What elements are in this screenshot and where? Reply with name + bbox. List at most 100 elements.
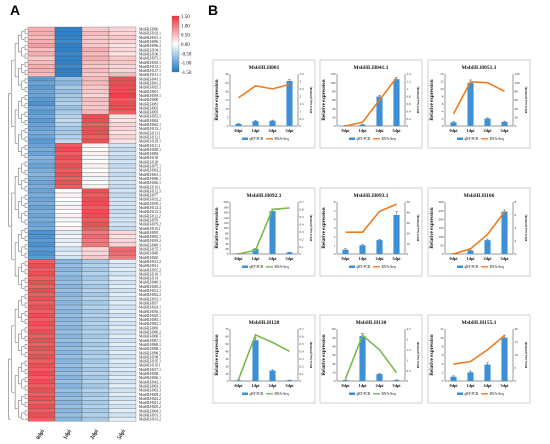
dendrogram-branch xyxy=(24,86,28,92)
heatmap-row-label: MsbHLH116.1 xyxy=(139,185,161,189)
x-tick-label: 1dpi xyxy=(252,256,261,261)
dendrogram-branch xyxy=(24,37,28,42)
dendrogram-branch xyxy=(21,147,25,156)
color-scale-tick: -0.50 xyxy=(181,52,192,57)
y2-tick-label: 0.7 xyxy=(300,327,305,331)
heatmap-row-label: MsbHLH096.2 xyxy=(139,44,161,48)
dendrogram-branch xyxy=(8,358,11,420)
chart-title: MsbHLH106 xyxy=(464,193,495,199)
bar xyxy=(484,240,491,254)
dendrogram-branch xyxy=(18,400,21,418)
x-tick-label: 2dpi xyxy=(484,128,493,133)
y2-axis-label: RNA-Seq (FPKM) xyxy=(524,215,528,242)
heatmap-row-label: MsbHLH092.1 xyxy=(139,235,161,239)
bar xyxy=(359,124,366,126)
heatmap-row-label: MsbHLH041.2 xyxy=(139,401,161,405)
y2-tick-label: 0 xyxy=(407,124,409,128)
bar xyxy=(235,123,242,126)
heatmap-row-label: MsbHLH052.1 xyxy=(139,115,161,119)
y2-tick-label: 20 xyxy=(515,327,519,331)
x-tick-label: 2dpi xyxy=(484,383,493,388)
heatmap-row-label: MsbHLH002.2 xyxy=(139,169,161,173)
y2-tick-label: 0.3 xyxy=(300,357,305,361)
dendrogram-branch xyxy=(11,192,15,260)
heatmap-row-label: MsbHLH042.2 xyxy=(139,397,161,401)
dendrogram-branch xyxy=(24,269,28,275)
y2-tick-label: 0 xyxy=(300,252,302,256)
dendrogram-branch xyxy=(21,329,25,339)
x-tick-label: 5dpi xyxy=(393,256,402,261)
heatmap-row-label: MsbHLH105.1 xyxy=(139,360,161,364)
dendrogram-branch xyxy=(24,344,28,349)
heatmap-row-label: MsbHLH101.1 xyxy=(139,414,161,418)
dendrogram-branch xyxy=(21,396,25,405)
heatmap-row-label: MsbHLH001 xyxy=(139,90,158,94)
bar xyxy=(450,122,457,126)
y2-tick-label: 0 xyxy=(515,379,517,383)
color-scale-tick: 1.00 xyxy=(181,24,190,29)
legend-qrt-swatch xyxy=(349,137,355,140)
bar xyxy=(342,380,349,381)
heatmap-row-label: MsbHLH002 xyxy=(139,106,158,110)
y-tick-label: 50 xyxy=(440,244,444,248)
heatmap-row-label: MsbHLH102.1 xyxy=(139,32,161,36)
rna-seq-line xyxy=(344,333,398,380)
heatmap-row-label: MsbHLH003 xyxy=(139,111,158,115)
heatmap-row-label: MsbHLH133.1 xyxy=(139,127,161,131)
heatmap-row-label: MsbHLH079.2 xyxy=(139,223,161,227)
dendrogram-branch xyxy=(24,277,28,283)
dendrogram-branch xyxy=(24,319,28,324)
panel-a-label: A xyxy=(10,2,21,18)
heatmap-row-label: MsbHLH118.1 xyxy=(139,364,161,368)
bar xyxy=(450,376,457,381)
bar xyxy=(286,252,293,254)
y-tick-label: 4 xyxy=(442,109,444,113)
bar xyxy=(342,249,349,254)
y-tick-label: 2 xyxy=(334,235,336,239)
y2-tick-label: 0 xyxy=(300,124,302,128)
dendrogram-branch xyxy=(18,68,21,86)
dendrogram-branch xyxy=(24,169,28,175)
y-axis-label: Relative expression xyxy=(322,207,327,248)
y2-axis-label: RNA-Seq (FPKM) xyxy=(416,87,420,114)
heatmap-row-label: MsbHLH104.1 xyxy=(139,48,161,52)
heatmap-row-label: MsbHLH069 xyxy=(139,326,158,330)
x-tick-label: 0dpi xyxy=(342,383,351,388)
y2-tick-label: 8 xyxy=(515,200,517,204)
x-tick-label: 5dpi xyxy=(393,128,402,133)
legend-rna-label: RNA-Seq xyxy=(490,265,504,269)
heatmap-row-label: MsbHLH101.2 xyxy=(139,418,161,422)
dendrogram-branch xyxy=(18,333,21,351)
y2-tick-label: 3.5 xyxy=(300,72,305,76)
y2-tick-label: 0.2 xyxy=(300,364,305,368)
y-tick-label: 6 xyxy=(442,353,444,357)
dendrogram-branch xyxy=(21,362,25,372)
y-tick-label: 20 xyxy=(332,362,336,366)
y-tick-label: 5 xyxy=(334,209,336,213)
x-tick-label: 1dpi xyxy=(467,383,476,388)
y-tick-label: 1 xyxy=(334,244,336,248)
heatmap-row-label: MsbHLH077 xyxy=(139,194,158,198)
heatmap-row-label: MsbHLH128.1 xyxy=(139,140,161,144)
heatmap-row-label: MsbHLH062.1 xyxy=(139,123,161,127)
y-tick-label: 6 xyxy=(334,200,336,204)
dendrogram-branch xyxy=(24,352,28,358)
x-tick-label: 5dpi xyxy=(286,383,295,388)
heatmap-row-label: MsbHLH004.2 xyxy=(139,409,161,413)
bar xyxy=(467,82,474,126)
y-axis-label: Relative expression xyxy=(215,207,220,248)
y-axis-label: Relative expression xyxy=(215,79,220,120)
x-tick-label: 5dpi xyxy=(501,128,510,133)
dendrogram-branch xyxy=(24,360,28,366)
heatmap-row-label: MsbHLH108.1 xyxy=(139,355,161,359)
heatmap-row-label: MsbHLH008 xyxy=(139,98,158,102)
heatmap-row-label: MsbHLH096.1 xyxy=(139,40,161,44)
heatmap-row-label: MsbHLH128 xyxy=(139,160,158,164)
rna-seq-line xyxy=(238,83,290,99)
dendrogram-branch xyxy=(21,196,25,206)
heatmap-row-label: MsbHLH041.1 xyxy=(139,77,161,81)
heatmap-row-label: MsbHLH081.1 xyxy=(139,322,161,326)
y2-tick-label: 0.4 xyxy=(300,349,305,353)
rna-seq-line xyxy=(452,80,505,115)
